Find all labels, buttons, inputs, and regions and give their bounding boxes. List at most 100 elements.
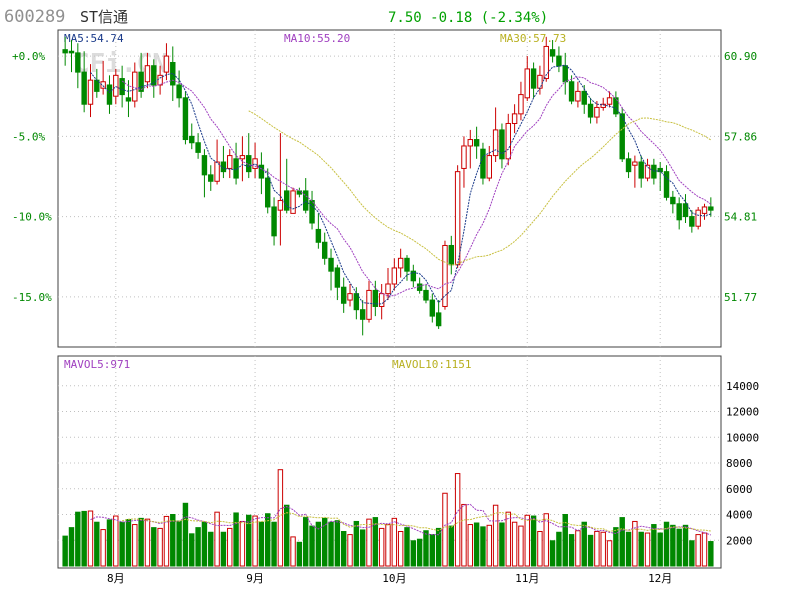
candle-down <box>638 161 644 179</box>
candle-down <box>530 68 537 89</box>
candle-down <box>201 155 208 176</box>
volume-bar-down <box>233 512 239 567</box>
volume-bar-down <box>106 519 113 567</box>
ma10-legend: MA10:55.20 <box>284 32 350 45</box>
candle-up <box>644 164 651 179</box>
candle-up <box>239 155 246 160</box>
candle-down <box>321 241 328 259</box>
candle-down <box>670 196 676 205</box>
volume-bar-down <box>189 533 195 567</box>
volume-bar-down <box>689 540 695 567</box>
volume-tick-label: 8000 <box>726 457 753 470</box>
volume-bar-up <box>644 532 651 567</box>
candle-up <box>214 161 220 182</box>
candle-up <box>524 68 530 99</box>
volume-bar-down <box>530 515 537 567</box>
volume-bar-up <box>701 532 708 567</box>
candle-down <box>75 52 81 73</box>
volume-bar-down <box>182 502 189 567</box>
candle-down <box>309 200 315 224</box>
volume-bar-up <box>442 492 448 567</box>
volume-bar-down <box>119 521 125 567</box>
candle-down <box>296 190 303 195</box>
candle-down <box>429 299 436 317</box>
volume-tick-label: 10000 <box>726 431 759 444</box>
candle-up <box>391 267 398 285</box>
volume-bar-up <box>277 469 284 567</box>
volume-bar-down <box>125 519 132 567</box>
volume-tick-label: 2000 <box>726 534 753 547</box>
candle-down <box>119 78 125 96</box>
candle-up <box>594 106 600 118</box>
candle-up <box>290 190 296 214</box>
volume-bar-down <box>613 527 619 567</box>
volume-bar-up <box>378 527 385 567</box>
month-label: 8月 <box>107 572 125 585</box>
right-tick-label: 57.86 <box>724 130 757 143</box>
volume-bar-down <box>201 521 208 567</box>
candle-down <box>404 257 410 272</box>
volume-bar-down <box>340 530 347 567</box>
candle-down <box>271 206 277 237</box>
candle-down <box>480 148 486 179</box>
candle-down <box>587 103 594 118</box>
candle-down <box>125 97 132 102</box>
candle-down <box>170 61 176 86</box>
candle-down <box>62 49 68 54</box>
price-quote: 7.50 -0.18 (-2.34%) <box>388 10 548 26</box>
volume-bar-up <box>252 515 258 567</box>
volume-bar-up <box>397 530 404 567</box>
volume-bar-down <box>556 531 562 567</box>
mavol5-line <box>90 503 711 536</box>
candle-down <box>334 267 341 288</box>
volume-bar-up <box>113 515 119 567</box>
candle-down <box>549 49 556 57</box>
volume-bar-up <box>366 518 372 567</box>
candle-up <box>163 55 170 73</box>
volume-bar-up <box>239 520 246 567</box>
left-tick-label: -10.0% <box>12 211 52 224</box>
candle-down <box>353 293 360 311</box>
candle-down <box>189 135 195 144</box>
candle-down <box>619 113 625 160</box>
volume-bar-up <box>144 518 151 567</box>
volume-bar-down <box>328 521 334 567</box>
volume-bar-down <box>68 527 75 567</box>
volume-bar-up <box>87 510 94 567</box>
volume-bar-down <box>670 524 676 567</box>
volume-bar-down <box>176 520 182 567</box>
volume-bar-down <box>94 521 100 567</box>
ma5-line <box>90 64 711 305</box>
volume-bar-up <box>524 514 530 567</box>
volume-bar-down <box>372 517 379 567</box>
candle-down <box>562 65 568 83</box>
candle-down <box>708 206 714 211</box>
candle-up <box>467 139 474 147</box>
volume-tick-label: 14000 <box>726 380 759 393</box>
candle-up <box>144 65 151 83</box>
volume-bar-down <box>62 535 68 567</box>
volume-bar-down <box>549 540 556 567</box>
candle-down <box>435 312 442 327</box>
candle-down <box>265 177 271 208</box>
volume-bar-down <box>581 521 587 567</box>
volume-bar-down <box>315 521 322 567</box>
volume-bar-up <box>594 530 600 567</box>
volume-bar-up <box>290 536 296 567</box>
volume-bar-down <box>657 532 663 567</box>
candle-up <box>366 289 372 320</box>
candle-down <box>689 216 695 227</box>
volume-bar-up <box>600 531 606 567</box>
candle-down <box>328 257 334 272</box>
left-tick-label: -15.0% <box>12 291 52 304</box>
volume-bar-down <box>663 521 670 567</box>
mavol10-legend: MAVOL10:1151 <box>392 358 471 371</box>
volume-bar-down <box>562 514 568 567</box>
volume-bar-down <box>75 511 81 567</box>
price-panel <box>57 29 722 348</box>
candle-down <box>151 65 157 86</box>
volume-bar-down <box>682 524 689 567</box>
volume-bar-up <box>454 473 461 567</box>
volume-bar-down <box>676 528 682 567</box>
volume-bar-up <box>486 524 492 567</box>
